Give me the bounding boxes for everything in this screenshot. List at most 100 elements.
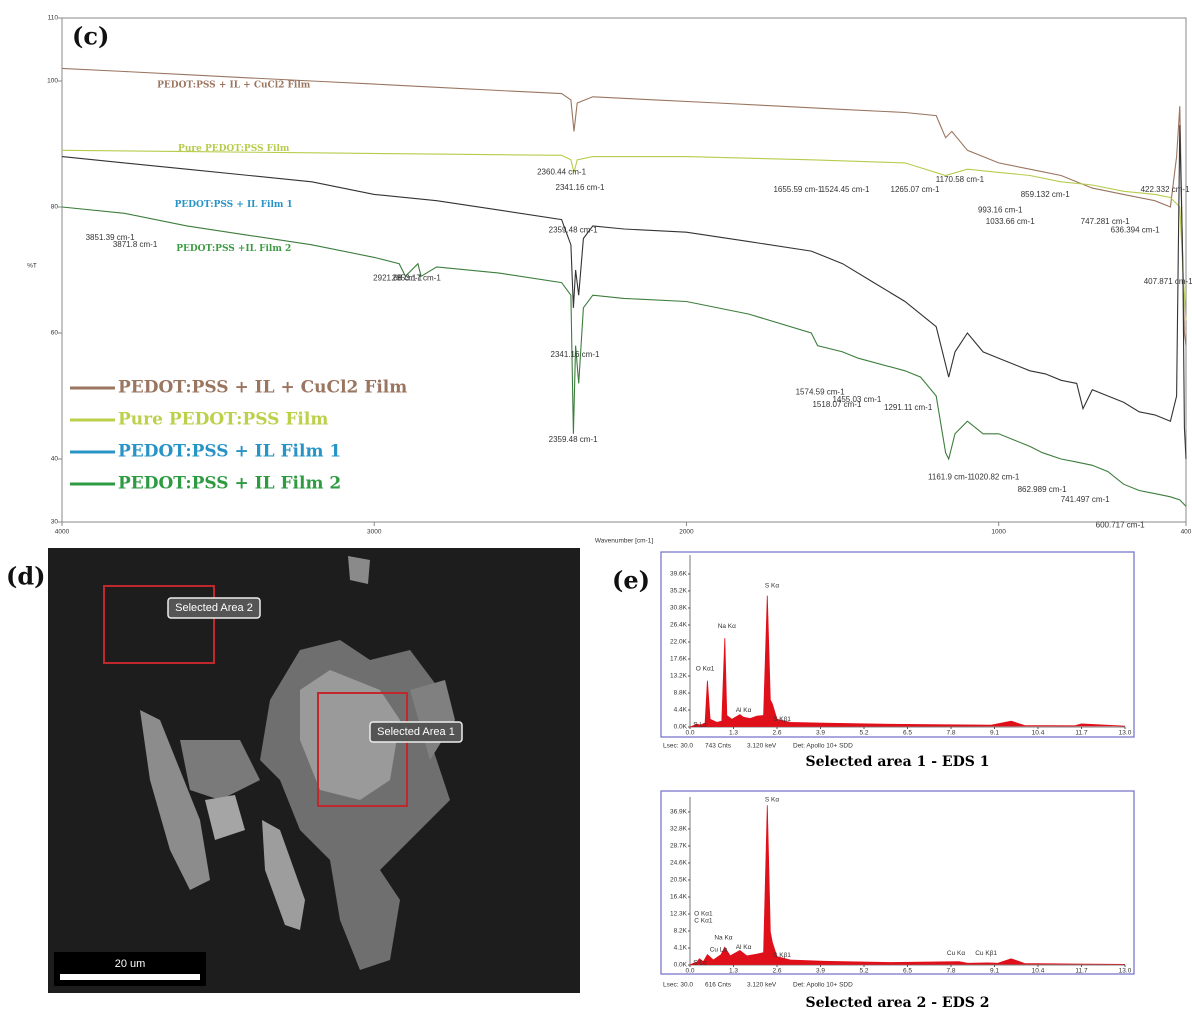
x-tick-label: 3.9 — [816, 968, 825, 975]
peak-label: Na Kα — [714, 934, 732, 941]
annotation: 993.16 cm-1 — [978, 205, 1023, 214]
caption: Selected area 1 - EDS 1 — [806, 754, 990, 770]
particle — [348, 556, 370, 584]
footer-text: Lsec: 30.0 — [663, 982, 693, 989]
scale-bar — [60, 974, 200, 980]
annotation: 407.871 cm-1 — [1144, 277, 1192, 286]
legend-label: PEDOT:PSS + IL + CuCl2 Film — [118, 378, 407, 398]
series-line — [62, 150, 1186, 320]
annotation: PEDOT:PSS + IL + CuCl2 Film — [157, 80, 311, 90]
annotation: 2359.48 cm-1 — [549, 225, 598, 234]
annotation: 1655.59 cm-1 — [773, 185, 822, 194]
plot-frame — [661, 552, 1134, 737]
annotation: 1265.07 cm-1 — [891, 185, 940, 194]
peak-label: S Kα — [765, 583, 779, 590]
x-tick-label: 13.0 — [1119, 968, 1132, 975]
x-axis-label: Wavenumber [cm-1] — [595, 538, 653, 545]
annotation: 1033.66 cm-1 — [986, 217, 1035, 226]
peak-label: C Kα1 — [694, 918, 713, 925]
annotation: 2853.17 cm-1 — [392, 273, 441, 282]
y-tick-label: 16.4K — [670, 894, 688, 901]
x-tick-label: 0.0 — [685, 730, 694, 737]
annotation: 1524.45 cm-1 — [821, 185, 870, 194]
annotation: 636.394 cm-1 — [1111, 225, 1160, 234]
y-tick-label: 30.8K — [670, 605, 688, 612]
x-tick-label: 1000 — [991, 529, 1006, 536]
peak-label: O Kα1 — [696, 666, 715, 673]
x-tick-label: 9.1 — [990, 968, 999, 975]
x-tick-label: 5.2 — [859, 730, 868, 737]
y-tick-label: 12.3K — [670, 911, 688, 918]
legend-label: PEDOT:PSS + IL Film 1 — [118, 442, 341, 462]
annotation: PEDOT:PSS +IL Film 2 — [176, 244, 291, 254]
sem-image: Selected Area 2 Selected Area 1 20 um — [48, 548, 580, 993]
y-tick-label: 22.0K — [670, 639, 688, 646]
x-tick-label: 2.6 — [772, 968, 781, 975]
peak-label: Cu Kα — [947, 950, 965, 957]
annotation: 1455.03 cm-1 — [832, 395, 881, 404]
footer-text: 3.120 keV — [747, 743, 777, 750]
scale-label: 20 um — [115, 958, 146, 970]
peak-label: S Kβ1 — [773, 952, 791, 959]
x-tick-label: 3.9 — [816, 730, 825, 737]
annotation: 862.989 cm-1 — [1018, 485, 1067, 494]
x-tick-label: 6.5 — [903, 968, 912, 975]
peak-label: Cu Kβ1 — [975, 950, 997, 957]
peak-label: S Lα — [693, 960, 707, 967]
peak-label: Na Kα — [718, 623, 736, 630]
y-tick-label: 39.6K — [670, 571, 688, 578]
y-tick-label: 26.4K — [670, 622, 688, 629]
y-tick-label: 80 — [51, 204, 59, 211]
annotation: 2360.44 cm-1 — [537, 167, 586, 176]
peak-label: Al Kα — [736, 944, 752, 951]
annotation: PEDOT:PSS + IL Film 1 — [175, 200, 293, 210]
x-tick-label: 10.4 — [1032, 968, 1045, 975]
y-tick-label: 32.8K — [670, 826, 688, 833]
y-tick-label: 36.9K — [670, 809, 688, 816]
annotation: 3871.8 cm-1 — [113, 240, 158, 249]
x-tick-label: 2.6 — [772, 730, 781, 737]
x-tick-label: 0.0 — [685, 968, 694, 975]
y-tick-label: 30 — [51, 519, 59, 526]
annotation: 2341.16 cm-1 — [556, 183, 605, 192]
annotation: 1170.58 cm-1 — [936, 175, 985, 184]
x-tick-label: 3000 — [367, 529, 382, 536]
annotation: 1291.11 cm-1 — [884, 403, 933, 412]
y-tick-label: 24.6K — [670, 860, 688, 867]
y-tick-label: 0.0K — [674, 962, 688, 969]
peak-label: S Lα — [693, 721, 707, 728]
x-tick-label: 400 — [1181, 529, 1192, 536]
legend-label: PEDOT:PSS + IL Film 2 — [118, 474, 341, 494]
peak-label: S Kβ1 — [773, 716, 791, 723]
y-tick-label: 8.8K — [674, 690, 688, 697]
x-tick-label: 11.7 — [1075, 730, 1088, 737]
annotation: 1020.82 cm-1 — [970, 472, 1019, 481]
x-tick-label: 4000 — [55, 529, 70, 536]
y-tick-label: 40 — [51, 456, 59, 463]
x-tick-label: 7.8 — [946, 730, 955, 737]
x-tick-label: 5.2 — [859, 968, 868, 975]
footer-text: 3.120 keV — [747, 982, 777, 989]
annotation: 2359.48 cm-1 — [549, 435, 598, 444]
annotation: 422.332 cm-1 — [1141, 185, 1190, 194]
caption: Selected area 2 - EDS 2 — [806, 995, 990, 1011]
x-tick-label: 7.8 — [946, 968, 955, 975]
annotation: 2341.16 cm-1 — [551, 350, 600, 359]
y-tick-label: 20.5K — [670, 877, 688, 884]
y-axis-label: %T — [27, 263, 37, 270]
x-tick-label: 1.3 — [729, 968, 738, 975]
x-tick-label: 1.3 — [729, 730, 738, 737]
x-tick-label: 2000 — [679, 529, 694, 536]
footer-text: 616 Cnts — [705, 982, 732, 989]
peak-label: O Kα1 — [694, 911, 713, 918]
y-tick-label: 100 — [47, 78, 58, 85]
y-tick-label: 8.2K — [674, 928, 688, 935]
annotation: Pure PEDOT:PSS Film — [178, 144, 290, 154]
area-label: Selected Area 1 — [377, 726, 455, 738]
y-tick-label: 60 — [51, 330, 59, 337]
x-tick-label: 10.4 — [1032, 730, 1045, 737]
x-tick-label: 6.5 — [903, 730, 912, 737]
annotation: 859.132 cm-1 — [1021, 190, 1070, 199]
annotation: 600.717 cm-1 — [1096, 520, 1145, 529]
x-tick-label: 9.1 — [990, 730, 999, 737]
